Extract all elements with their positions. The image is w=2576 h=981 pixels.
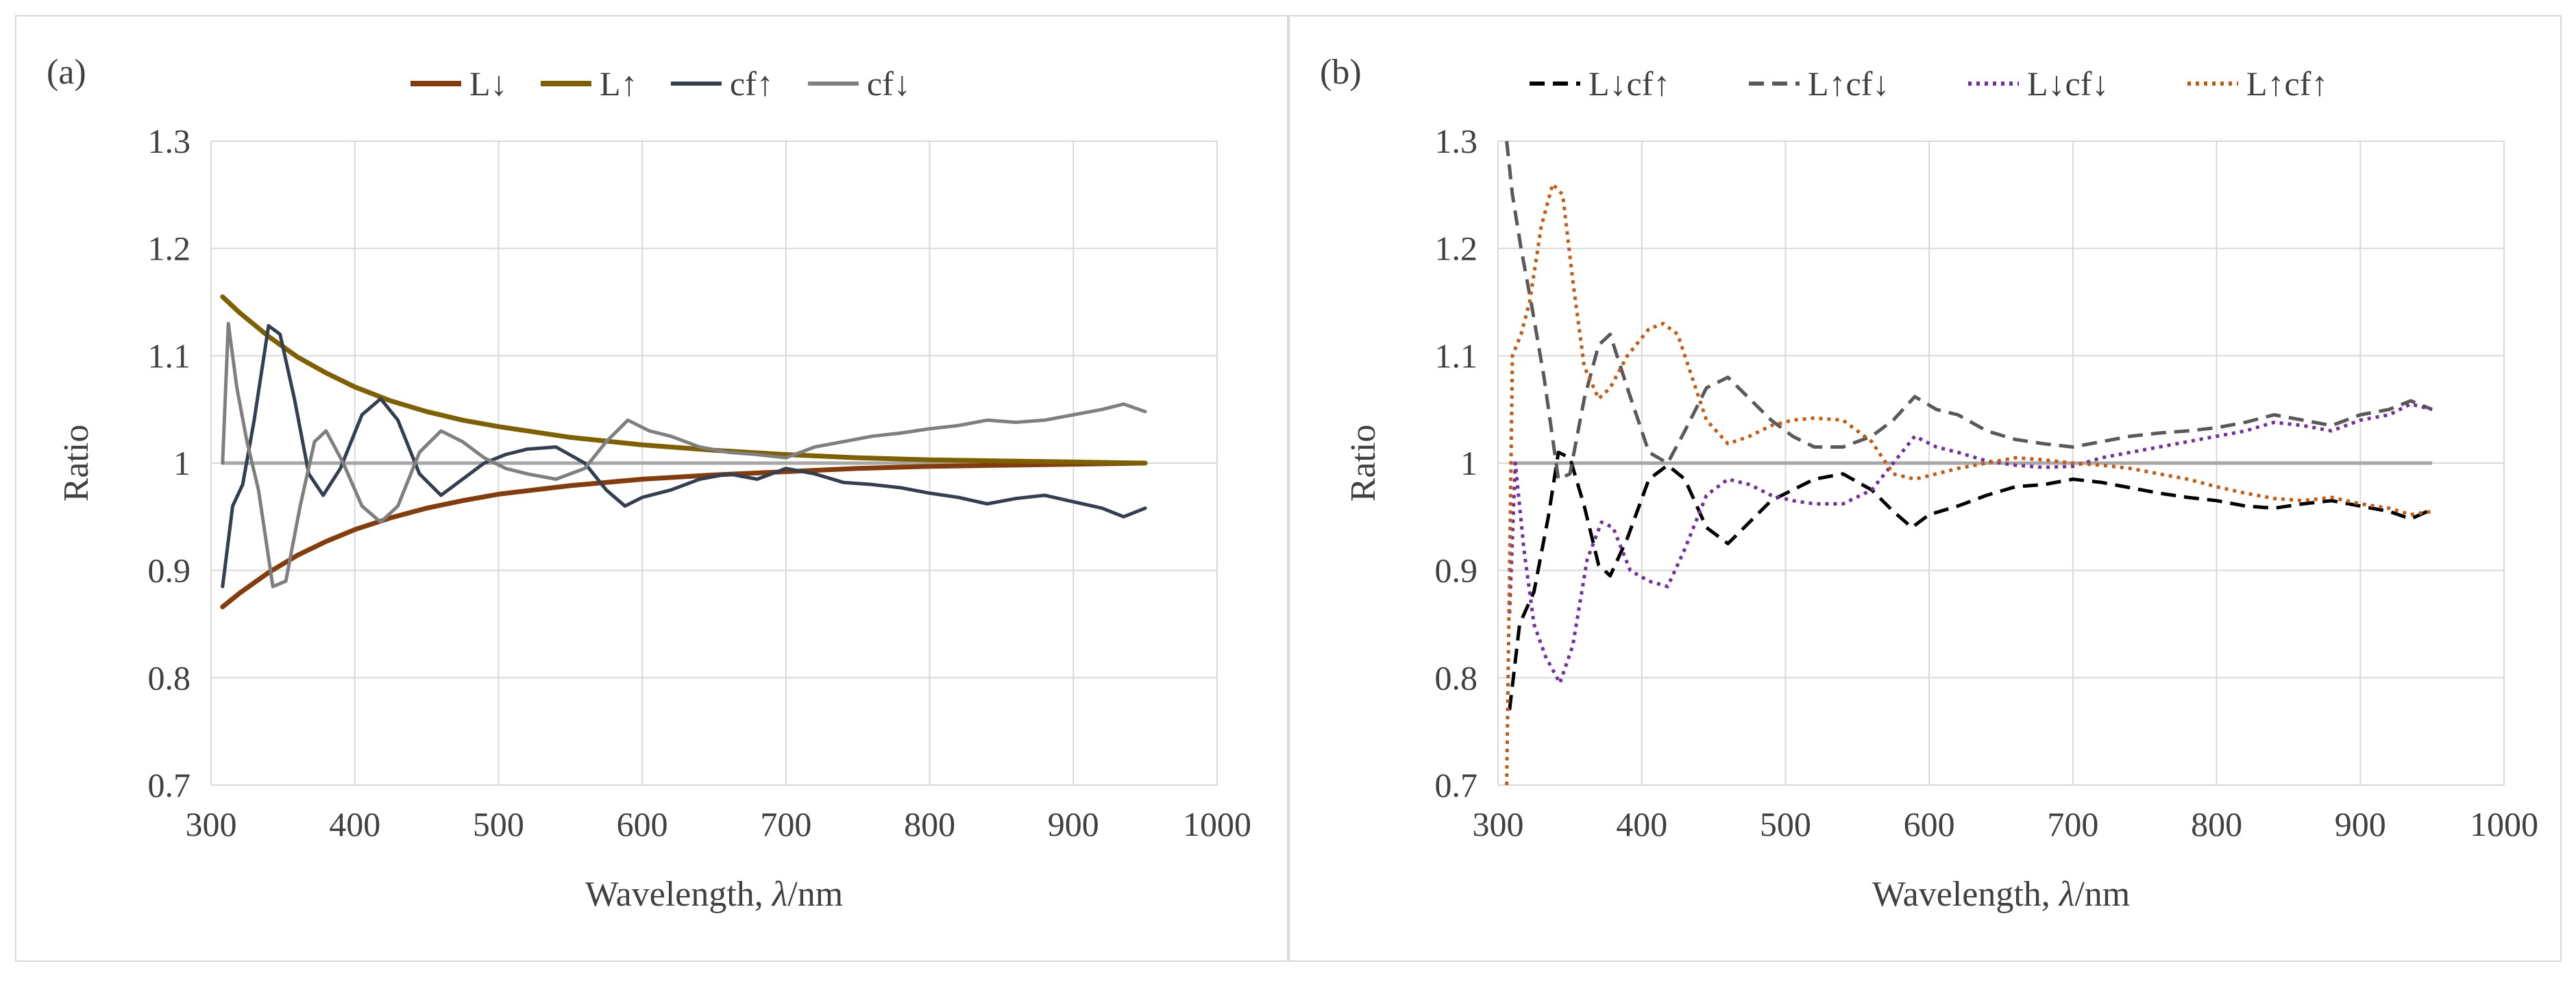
y-tick-label: 0.8 — [1435, 658, 1478, 697]
series-line-l-upcf-up — [1505, 182, 2433, 786]
legend-item-l-upcf-up: L↑cf↑ — [2187, 64, 2328, 103]
x-tick-label: 600 — [617, 805, 668, 843]
legend-label: L↓cf↓ — [2027, 64, 2109, 103]
legend-label: L↓cf↑ — [1588, 64, 1670, 103]
y-axis-title: Ratio — [1344, 425, 1383, 502]
y-tick-label: 1.1 — [148, 336, 191, 375]
legend-item-cf-up: cf↑ — [671, 64, 774, 103]
series-group — [220, 294, 1148, 610]
x-tick-label: 800 — [2191, 805, 2242, 843]
x-axis-title: Wavelength, λ/nm — [1872, 875, 2131, 914]
legend-label: cf↑ — [730, 64, 774, 103]
x-axis-title-unit: /nm — [2074, 875, 2130, 914]
x-tick-label: 700 — [760, 805, 811, 843]
legend-item-l-down: L↓ — [410, 64, 508, 103]
y-tick-label: 1 — [1460, 444, 1477, 482]
legend-item-cf-down: cf↓ — [808, 64, 911, 103]
series-group — [1505, 140, 2433, 786]
series-line-l-down — [220, 460, 1148, 610]
y-tick-label: 0.8 — [148, 658, 191, 697]
y-tick-label: 1.1 — [1435, 336, 1478, 375]
chart-panel-b: 0.7 0.8 0.9 1 1.1 1.2 1.3 300 400 500 600 700 800 900… — [1288, 15, 2562, 962]
chart-b: 0.7 0.8 0.9 1 1.1 1.2 1.3 300 400 500 600 700 800 900… — [1320, 53, 2538, 914]
x-tick-label: 700 — [2047, 805, 2098, 843]
series-line-l-upcf-down — [1505, 140, 2433, 481]
y-tick-label: 1.3 — [148, 122, 191, 160]
y-axis-title: Ratio — [57, 425, 96, 502]
y-tick-label: 1.2 — [1435, 229, 1478, 268]
legend: L↓cf↑ L↑cf↓ L↓cf↓ L↑cf↑ — [1530, 64, 2328, 103]
legend-item-l-downcf-up: L↓cf↑ — [1530, 64, 1670, 103]
x-tick-label: 500 — [1760, 805, 1811, 843]
y-tick-label: 0.9 — [148, 551, 191, 590]
x-axis-title: Wavelength, λ/nm — [585, 875, 844, 914]
series-line-l-downcf-down — [1508, 402, 2433, 685]
legend-label: cf↓ — [867, 64, 911, 103]
series-line-l-downcf-up — [1508, 450, 2433, 710]
legend-item-l-upcf-down: L↑cf↓ — [1749, 64, 1889, 103]
x-axis-title-symbol: λ — [771, 875, 788, 914]
legend: L↓ L↑ cf↑ cf↓ — [410, 64, 911, 103]
y-tick-label: 1.2 — [148, 229, 191, 268]
x-tick-label: 300 — [1473, 805, 1524, 843]
legend-label: L↑cf↓ — [1808, 64, 1889, 103]
y-tick-label: 1.3 — [1435, 122, 1478, 160]
series-line-l-up — [220, 294, 1148, 466]
x-tick-label: 1000 — [2470, 805, 2538, 843]
x-tick-label: 900 — [2335, 805, 2386, 843]
y-tick-label: 0.9 — [1435, 551, 1478, 590]
chart-panel-a: 0.7 0.8 0.9 1 1.1 1.2 1.3 300 400 500 600 700 800 900… — [15, 15, 1288, 962]
legend-label: L↑ — [600, 64, 638, 103]
x-tick-label: 400 — [1616, 805, 1667, 843]
x-axis-title-text: Wavelength, — [1872, 875, 2059, 914]
legend-item-l-up: L↑ — [541, 64, 638, 103]
x-axis-title-unit: /nm — [787, 875, 843, 914]
x-axis-title-symbol: λ — [2058, 875, 2075, 914]
series-line-cf-up — [221, 324, 1147, 588]
x-tick-label: 600 — [1904, 805, 1955, 843]
legend-label: L↓ — [469, 64, 508, 103]
chart-a: 0.7 0.8 0.9 1 1.1 1.2 1.3 300 400 500 600 700 800 900… — [47, 53, 1251, 914]
x-tick-label: 400 — [329, 805, 380, 843]
x-tick-label: 1000 — [1183, 805, 1251, 843]
y-tick-label: 0.7 — [1435, 766, 1478, 804]
x-tick-label: 900 — [1048, 805, 1099, 843]
panel-label: (a) — [47, 53, 86, 92]
legend-label: L↑cf↑ — [2246, 64, 2328, 103]
x-tick-label: 800 — [904, 805, 955, 843]
panel-label: (b) — [1320, 53, 1362, 92]
x-tick-label: 300 — [186, 805, 237, 843]
x-axis-title-text: Wavelength, — [585, 875, 772, 914]
legend-item-l-downcf-down: L↓cf↓ — [1968, 64, 2109, 103]
x-tick-label: 500 — [473, 805, 524, 843]
y-tick-label: 1 — [173, 444, 191, 482]
y-tick-label: 0.7 — [148, 766, 191, 804]
series-line-cf-down — [221, 321, 1147, 588]
